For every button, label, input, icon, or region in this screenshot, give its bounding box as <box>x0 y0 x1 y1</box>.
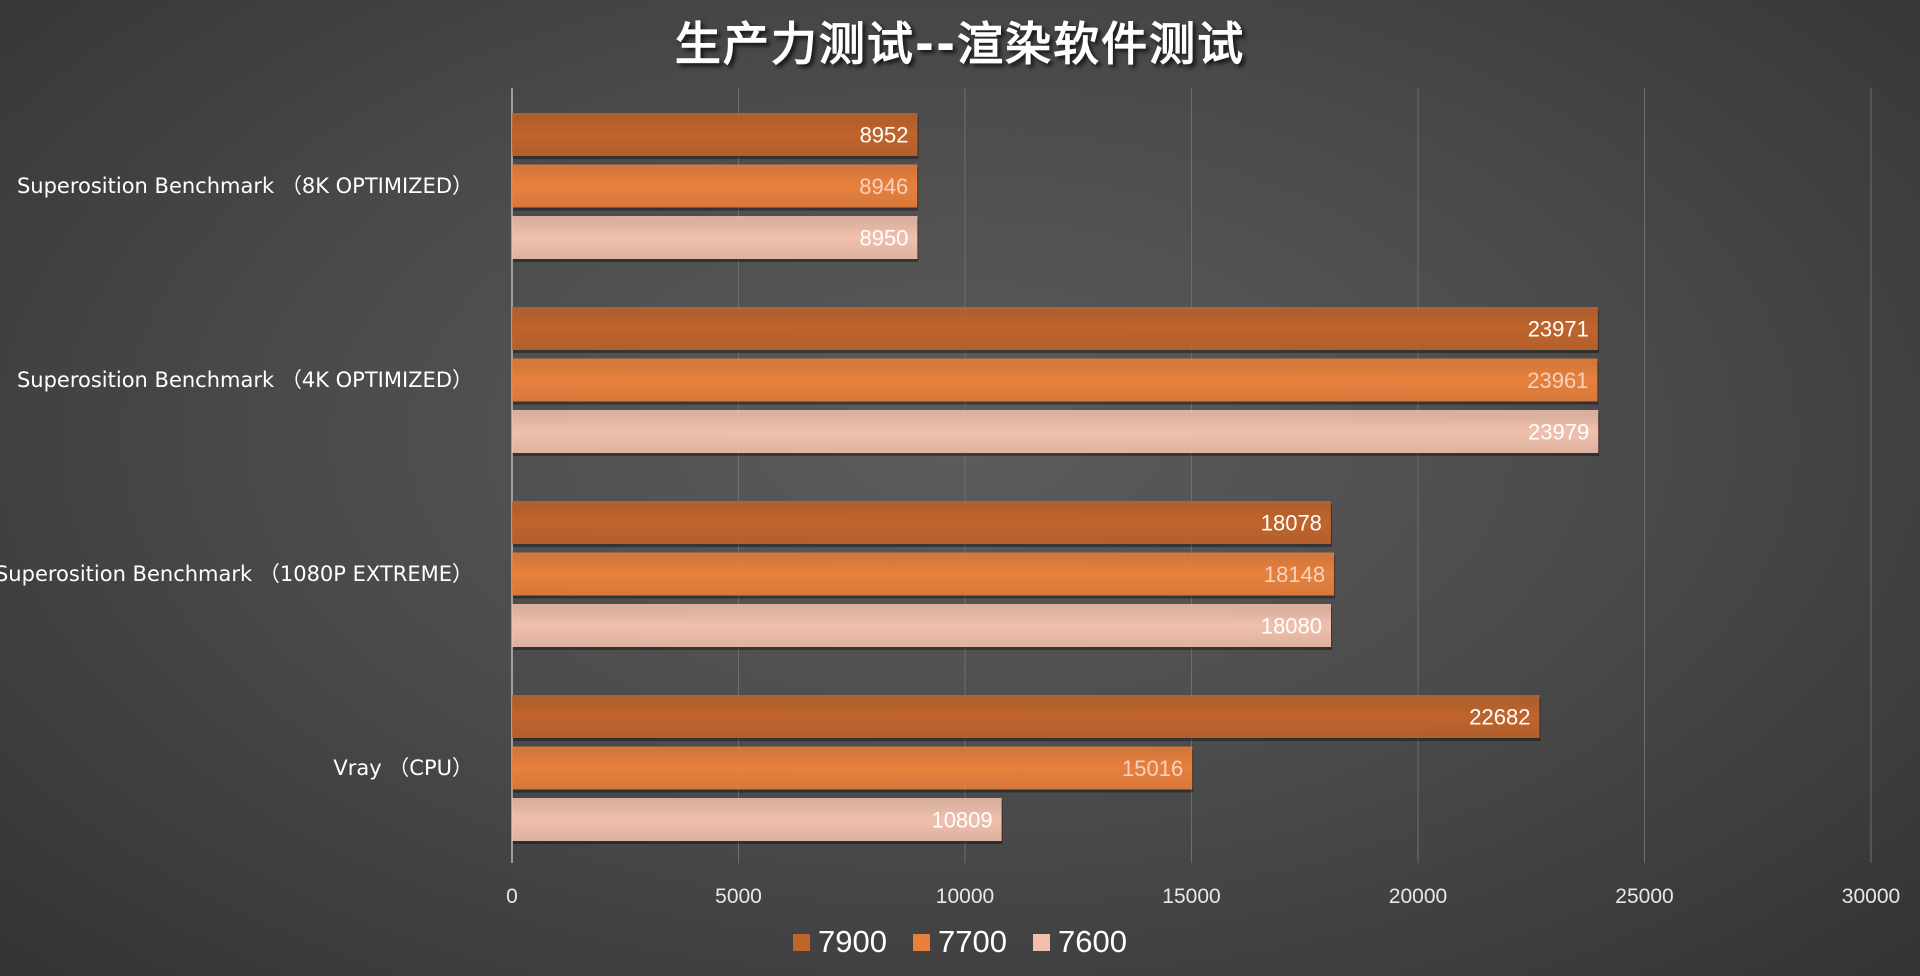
legend-item: 7900 <box>793 924 887 960</box>
category-label: Superosition Benchmark （4K OPTIMIZED） <box>17 368 473 392</box>
x-tick-label: 25000 <box>1615 885 1673 908</box>
x-tick-label: 5000 <box>715 885 762 908</box>
legend-item: 7700 <box>913 924 1007 960</box>
chart-title: 生产力测试--渲染软件测试 <box>674 17 1246 71</box>
x-tick-label: 30000 <box>1842 885 1900 908</box>
bar-7600 <box>512 216 918 259</box>
legend-swatch <box>913 933 931 951</box>
x-tick-label: 10000 <box>936 885 994 908</box>
bar-7600 <box>512 410 1599 453</box>
legend: 7900 7700 7600 <box>0 924 1920 960</box>
bar-7600 <box>512 604 1332 647</box>
category-label: Vray （CPU） <box>333 756 473 780</box>
data-label: 18148 <box>1264 562 1325 587</box>
bar-7700 <box>512 746 1193 790</box>
data-label: 18078 <box>1261 511 1322 536</box>
bar-7900 <box>512 695 1540 738</box>
legend-label: 7900 <box>818 924 888 959</box>
bar-7900 <box>512 307 1598 350</box>
bar-7700 <box>512 358 1598 402</box>
bar-7700 <box>512 552 1335 596</box>
data-label: 10809 <box>931 808 992 833</box>
bar-7900 <box>512 501 1331 544</box>
legend-swatch <box>793 933 811 951</box>
data-label: 23961 <box>1527 368 1588 393</box>
data-label: 8952 <box>860 123 909 148</box>
category-label: Superosition Benchmark （8K OPTIMIZED） <box>17 174 473 198</box>
data-label: 18080 <box>1261 614 1322 639</box>
bar-7900 <box>512 113 918 156</box>
legend-label: 7600 <box>1057 924 1127 959</box>
bar-7700 <box>512 164 918 208</box>
data-label: 15016 <box>1122 756 1183 781</box>
bar-7600 <box>512 798 1002 841</box>
legend-item: 7600 <box>1032 924 1127 960</box>
data-label: 22682 <box>1469 705 1530 730</box>
x-tick-label: 20000 <box>1389 885 1447 908</box>
data-label: 23971 <box>1528 317 1589 342</box>
data-label: 8950 <box>859 226 908 251</box>
legend-swatch <box>1032 933 1050 951</box>
legend-label: 7700 <box>938 924 1007 959</box>
x-tick-label: 0 <box>506 885 518 908</box>
category-label: Superosition Benchmark （1080P EXTREME） <box>0 562 473 586</box>
x-tick-label: 15000 <box>1162 885 1220 908</box>
data-label: 23979 <box>1528 420 1589 445</box>
data-label: 8946 <box>859 174 908 199</box>
